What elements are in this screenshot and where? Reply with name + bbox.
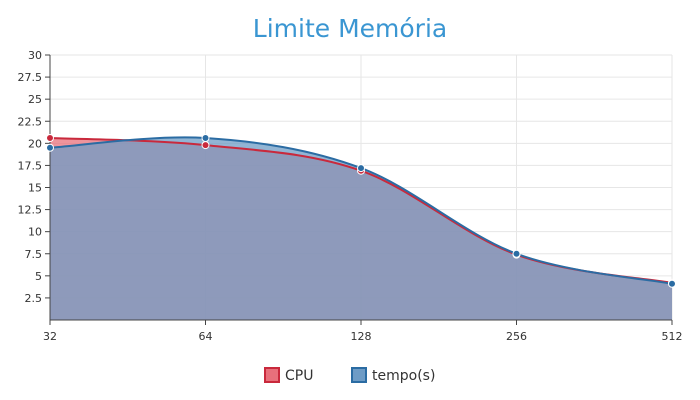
legend-item-tempo-s[interactable]: tempo(s) (351, 367, 435, 384)
legend-label: CPU (285, 368, 313, 384)
y-tick-label: 15 (28, 182, 42, 195)
y-tick-label: 22.5 (18, 115, 43, 128)
point-tempo-s[interactable] (512, 249, 521, 258)
legend-swatch (351, 367, 367, 383)
x-tick-label: 512 (662, 330, 683, 343)
x-tick-label: 32 (43, 330, 57, 343)
y-tick-label: 17.5 (18, 159, 43, 172)
y-tick-label: 5 (35, 270, 42, 283)
area-tempo-s (50, 137, 672, 320)
x-tick-label: 256 (506, 330, 527, 343)
legend-label: tempo(s) (372, 368, 435, 384)
y-tick-label: 7.5 (25, 248, 43, 261)
y-tick-label: 25 (28, 93, 42, 106)
y-tick-label: 10 (28, 226, 42, 239)
series-areas (50, 137, 672, 320)
point-tempo-s[interactable] (357, 164, 365, 173)
y-tick-label: 2.5 (25, 292, 43, 305)
point-tempo-s[interactable] (201, 134, 210, 143)
x-tick-label: 64 (199, 330, 213, 343)
legend[interactable]: CPU tempo(s) (264, 367, 435, 384)
legend-swatch (264, 367, 280, 383)
series-points (46, 134, 676, 288)
axes: 2.5 5 7.5 10 12.5 15 17.5 20 22.5 25 27.5 30 32 64 128… (18, 49, 683, 343)
x-tick-label: 128 (351, 330, 372, 343)
point-cpu[interactable] (201, 141, 210, 150)
chart-title: Limite Memória (253, 14, 447, 43)
y-tick-label: 20 (28, 137, 42, 150)
legend-item-cpu[interactable]: CPU (264, 367, 313, 384)
point-cpu[interactable] (46, 134, 54, 143)
y-tick-label: 30 (28, 49, 42, 62)
point-tempo-s[interactable] (46, 143, 54, 152)
y-tick-label: 27.5 (18, 71, 43, 84)
point-tempo-s[interactable] (668, 279, 676, 288)
y-tick-label: 12.5 (18, 204, 43, 217)
